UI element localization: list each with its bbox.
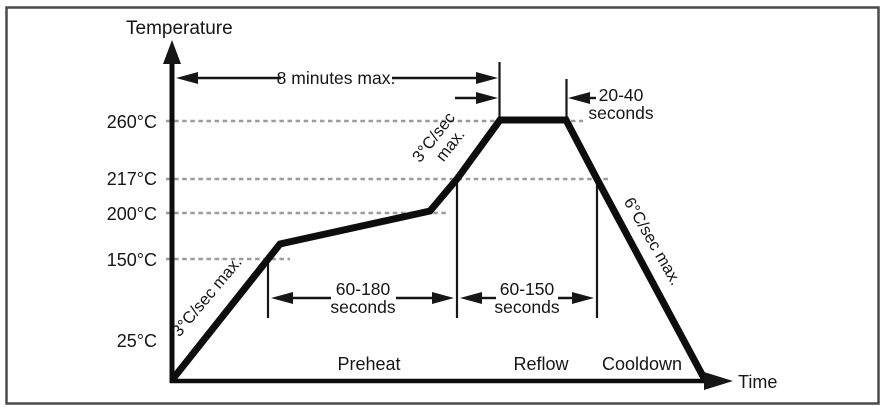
arrowhead-reflow-time-right <box>572 292 594 304</box>
arrowhead-total-time-left <box>176 72 198 84</box>
phase-label-cooldown: Cooldown <box>602 354 682 374</box>
arrowhead-total-time-right <box>476 72 498 84</box>
arrowhead-preheat-time-right <box>432 292 454 304</box>
ytick-25c: 25°C <box>117 331 157 351</box>
figure-frame <box>5 6 880 405</box>
ytick-150c: 150°C <box>107 250 157 270</box>
phase-label-reflow: Reflow <box>513 354 569 374</box>
arrowhead-peak-time-left <box>476 92 498 104</box>
reflow-time-label-line2: seconds <box>494 297 559 317</box>
x-axis-title: Time <box>738 372 777 392</box>
y-axis-title: Temperature <box>126 18 233 39</box>
peak-time-label-line2: seconds <box>588 103 653 123</box>
temperature-profile-curve <box>169 116 709 383</box>
peak-time-label-line1: 20-40 <box>599 85 644 105</box>
arrowhead-peak-time-right <box>568 92 590 104</box>
ytick-260c: 260°C <box>107 112 157 132</box>
ytick-217c: 217°C <box>107 169 157 189</box>
ytick-200c: 200°C <box>107 204 157 224</box>
reflow-time-label-line1: 60-150 <box>500 279 555 299</box>
y-axis-arrowhead <box>163 40 181 64</box>
x-axis-arrowhead <box>704 372 733 390</box>
arrowhead-reflow-time-left <box>460 292 482 304</box>
phase-label-preheat: Preheat <box>337 354 400 374</box>
arrowhead-preheat-time-left <box>271 292 293 304</box>
total-time-label: 8 minutes max. <box>277 68 396 88</box>
preheat-time-label-line1: 60-180 <box>336 279 391 299</box>
preheat-time-label-line2: seconds <box>330 297 395 317</box>
